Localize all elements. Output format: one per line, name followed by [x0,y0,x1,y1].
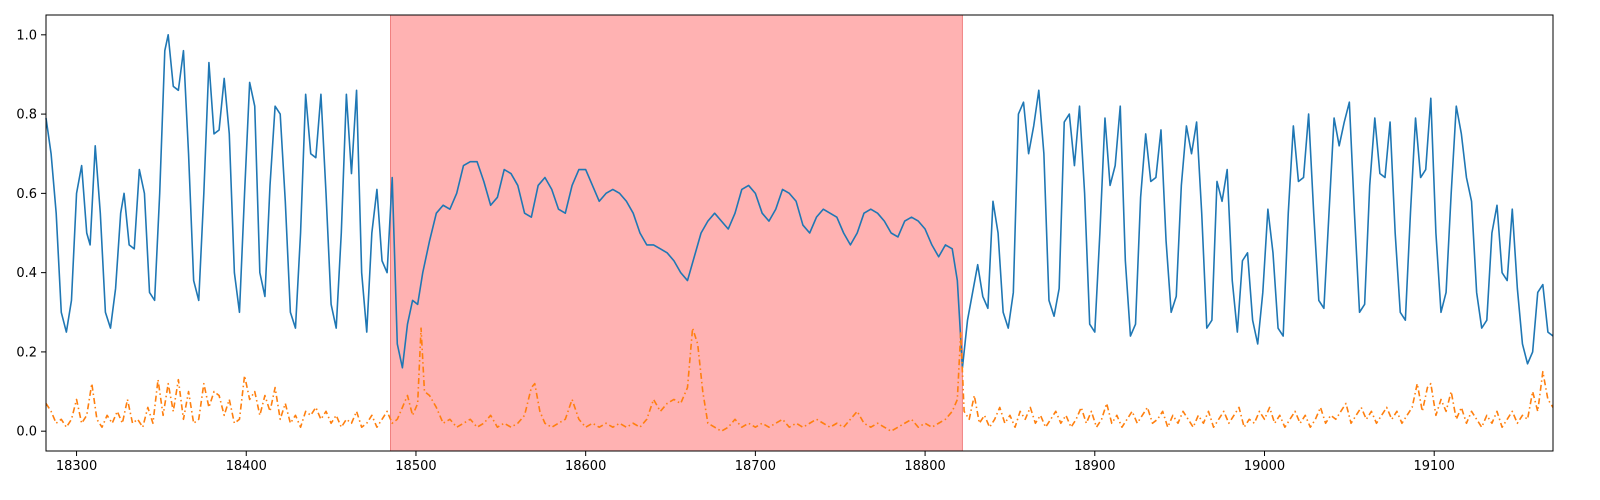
highlight-span-layer [390,15,963,451]
x-tick-label: 18400 [226,459,267,474]
x-tick-label: 18600 [565,459,606,474]
y-tick-label: 0.4 [16,266,37,281]
x-tick-label: 19000 [1244,459,1285,474]
x-tick-label: 18500 [395,459,436,474]
x-tick-label: 19100 [1414,459,1455,474]
y-tick-label: 1.0 [16,28,37,43]
highlight-span [390,15,963,451]
x-tick-label: 18800 [904,459,945,474]
series-line-1 [45,34,1554,369]
axes-layer: 18300 18400 18500 18600 18700 18800 18900 19000… [16,14,1554,474]
y-tick-label: 0.2 [16,345,37,360]
series-layer [45,34,1554,432]
y-tick-label: 0.8 [16,108,37,123]
x-tick-label: 18700 [735,459,776,474]
plot-frame [45,14,1554,452]
series-line-2 [45,327,1554,432]
x-tick-label: 18900 [1074,459,1115,474]
x-tick-label: 18300 [56,459,97,474]
y-tick-label: 0.0 [16,425,37,440]
y-tick-label: 0.6 [16,187,37,202]
